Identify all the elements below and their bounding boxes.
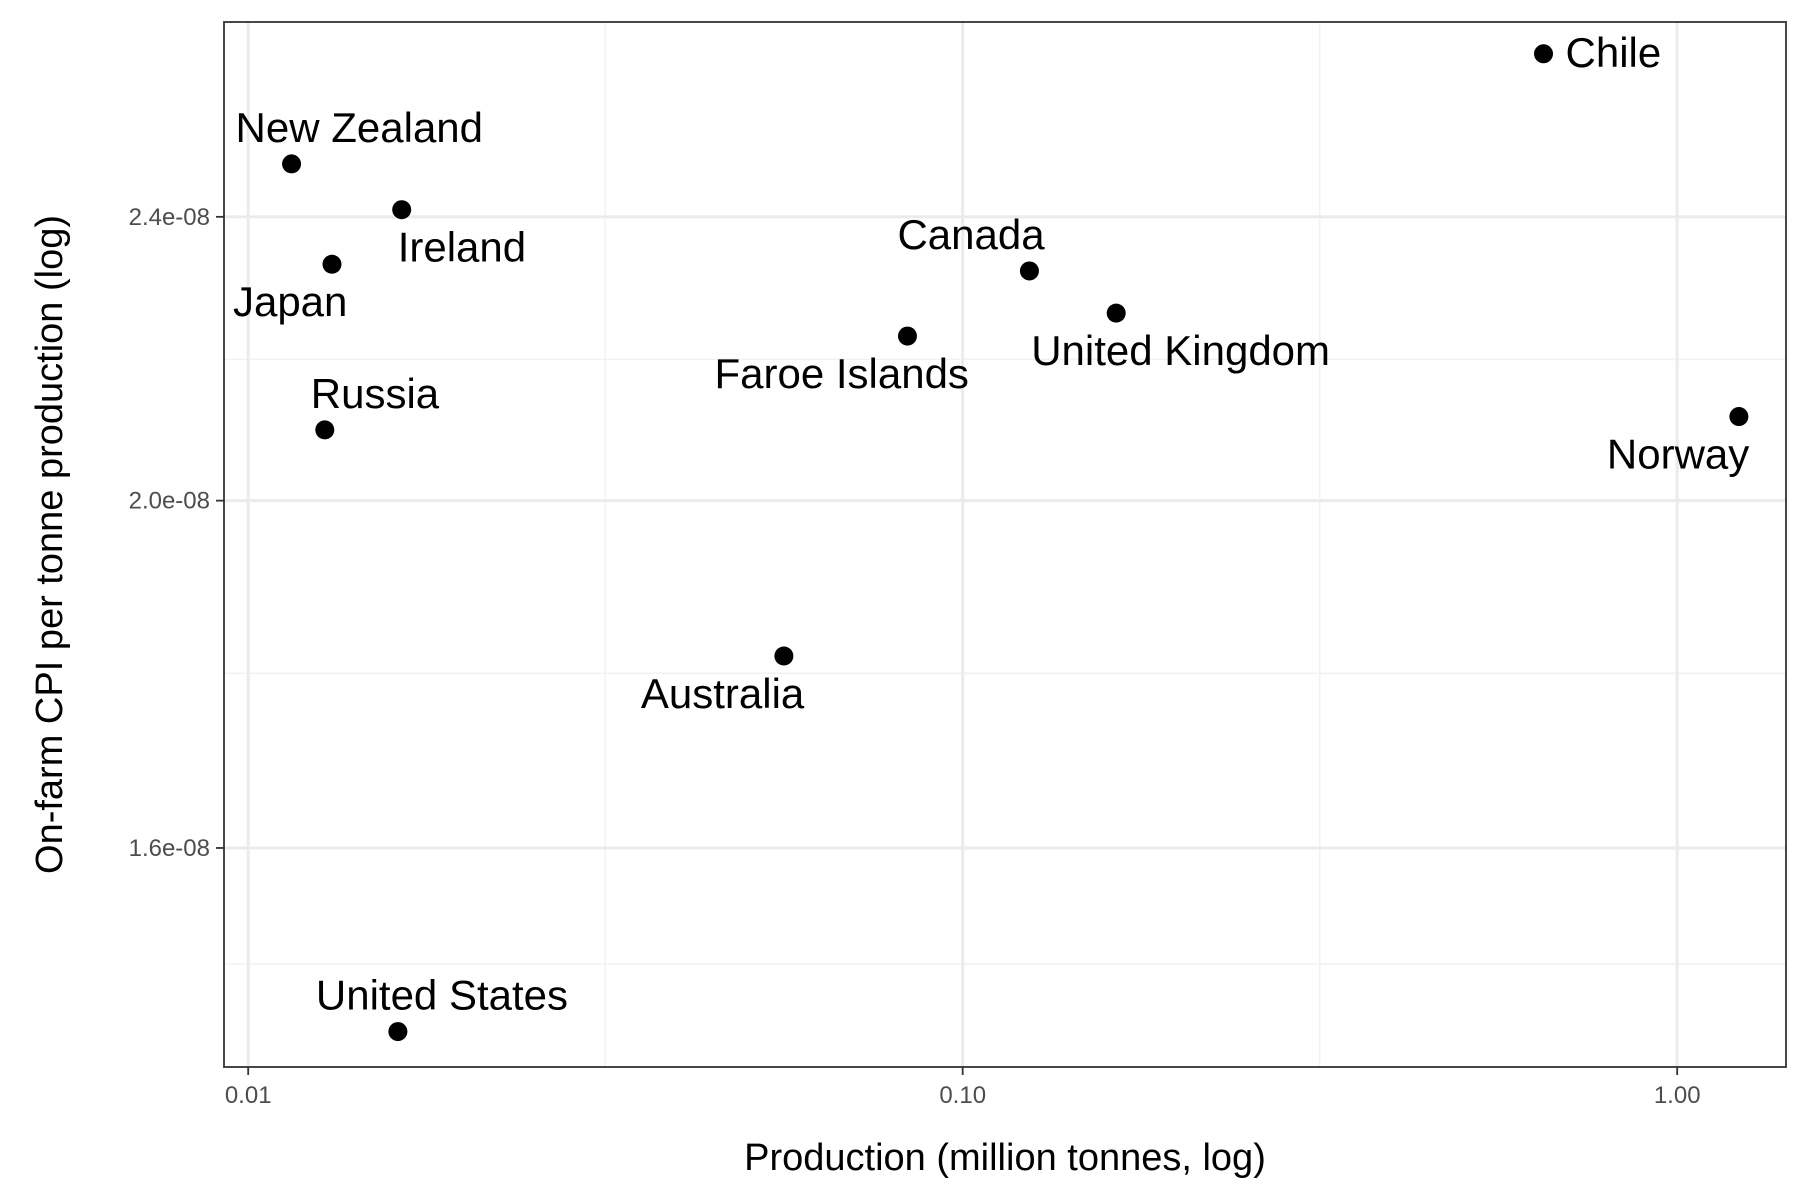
point-canada — [1019, 261, 1039, 281]
point-chile — [1534, 44, 1554, 64]
axis-ticks: 0.01 0.10 1.00 1.6e-08 2.0e-08 2.4e-08 — [129, 204, 1701, 1109]
x-axis-title: Production (million tonnes, log) — [744, 1137, 1266, 1179]
label-australia: Australia — [641, 670, 805, 717]
label-faroe-islands: Faroe Islands — [714, 350, 968, 397]
point-new-zealand — [282, 154, 302, 174]
y-tick-label: 1.6e-08 — [129, 835, 210, 862]
point-united-kingdom — [1106, 303, 1126, 323]
label-norway: Norway — [1607, 431, 1749, 478]
point-norway — [1729, 407, 1749, 427]
label-russia: Russia — [311, 370, 440, 417]
label-united-states: United States — [316, 972, 568, 1019]
point-ireland — [392, 200, 412, 220]
point-labels: Chile New Zealand Ireland Japan Canada United… — [233, 29, 1749, 1019]
y-tick-label: 2.4e-08 — [129, 204, 210, 231]
label-ireland: Ireland — [398, 224, 526, 271]
point-united-states — [388, 1022, 408, 1042]
x-tick-label: 0.01 — [225, 1082, 272, 1109]
label-chile: Chile — [1566, 29, 1662, 76]
point-japan — [322, 254, 342, 274]
label-japan: Japan — [233, 278, 347, 325]
point-russia — [315, 420, 335, 440]
label-new-zealand: New Zealand — [236, 104, 483, 151]
data-points — [282, 44, 1749, 1042]
plot-panel-border — [223, 21, 1787, 1068]
x-tick-label: 0.10 — [939, 1082, 986, 1109]
point-australia — [774, 646, 794, 666]
grid — [224, 22, 1786, 1067]
x-tick-label: 1.00 — [1654, 1082, 1701, 1109]
label-canada: Canada — [897, 211, 1045, 258]
label-united-kingdom: United Kingdom — [1031, 327, 1330, 374]
y-tick-label: 2.0e-08 — [129, 488, 210, 515]
point-faroe-islands — [897, 326, 917, 346]
y-axis-title: On-farm CPI per tonne production (log) — [29, 215, 71, 874]
